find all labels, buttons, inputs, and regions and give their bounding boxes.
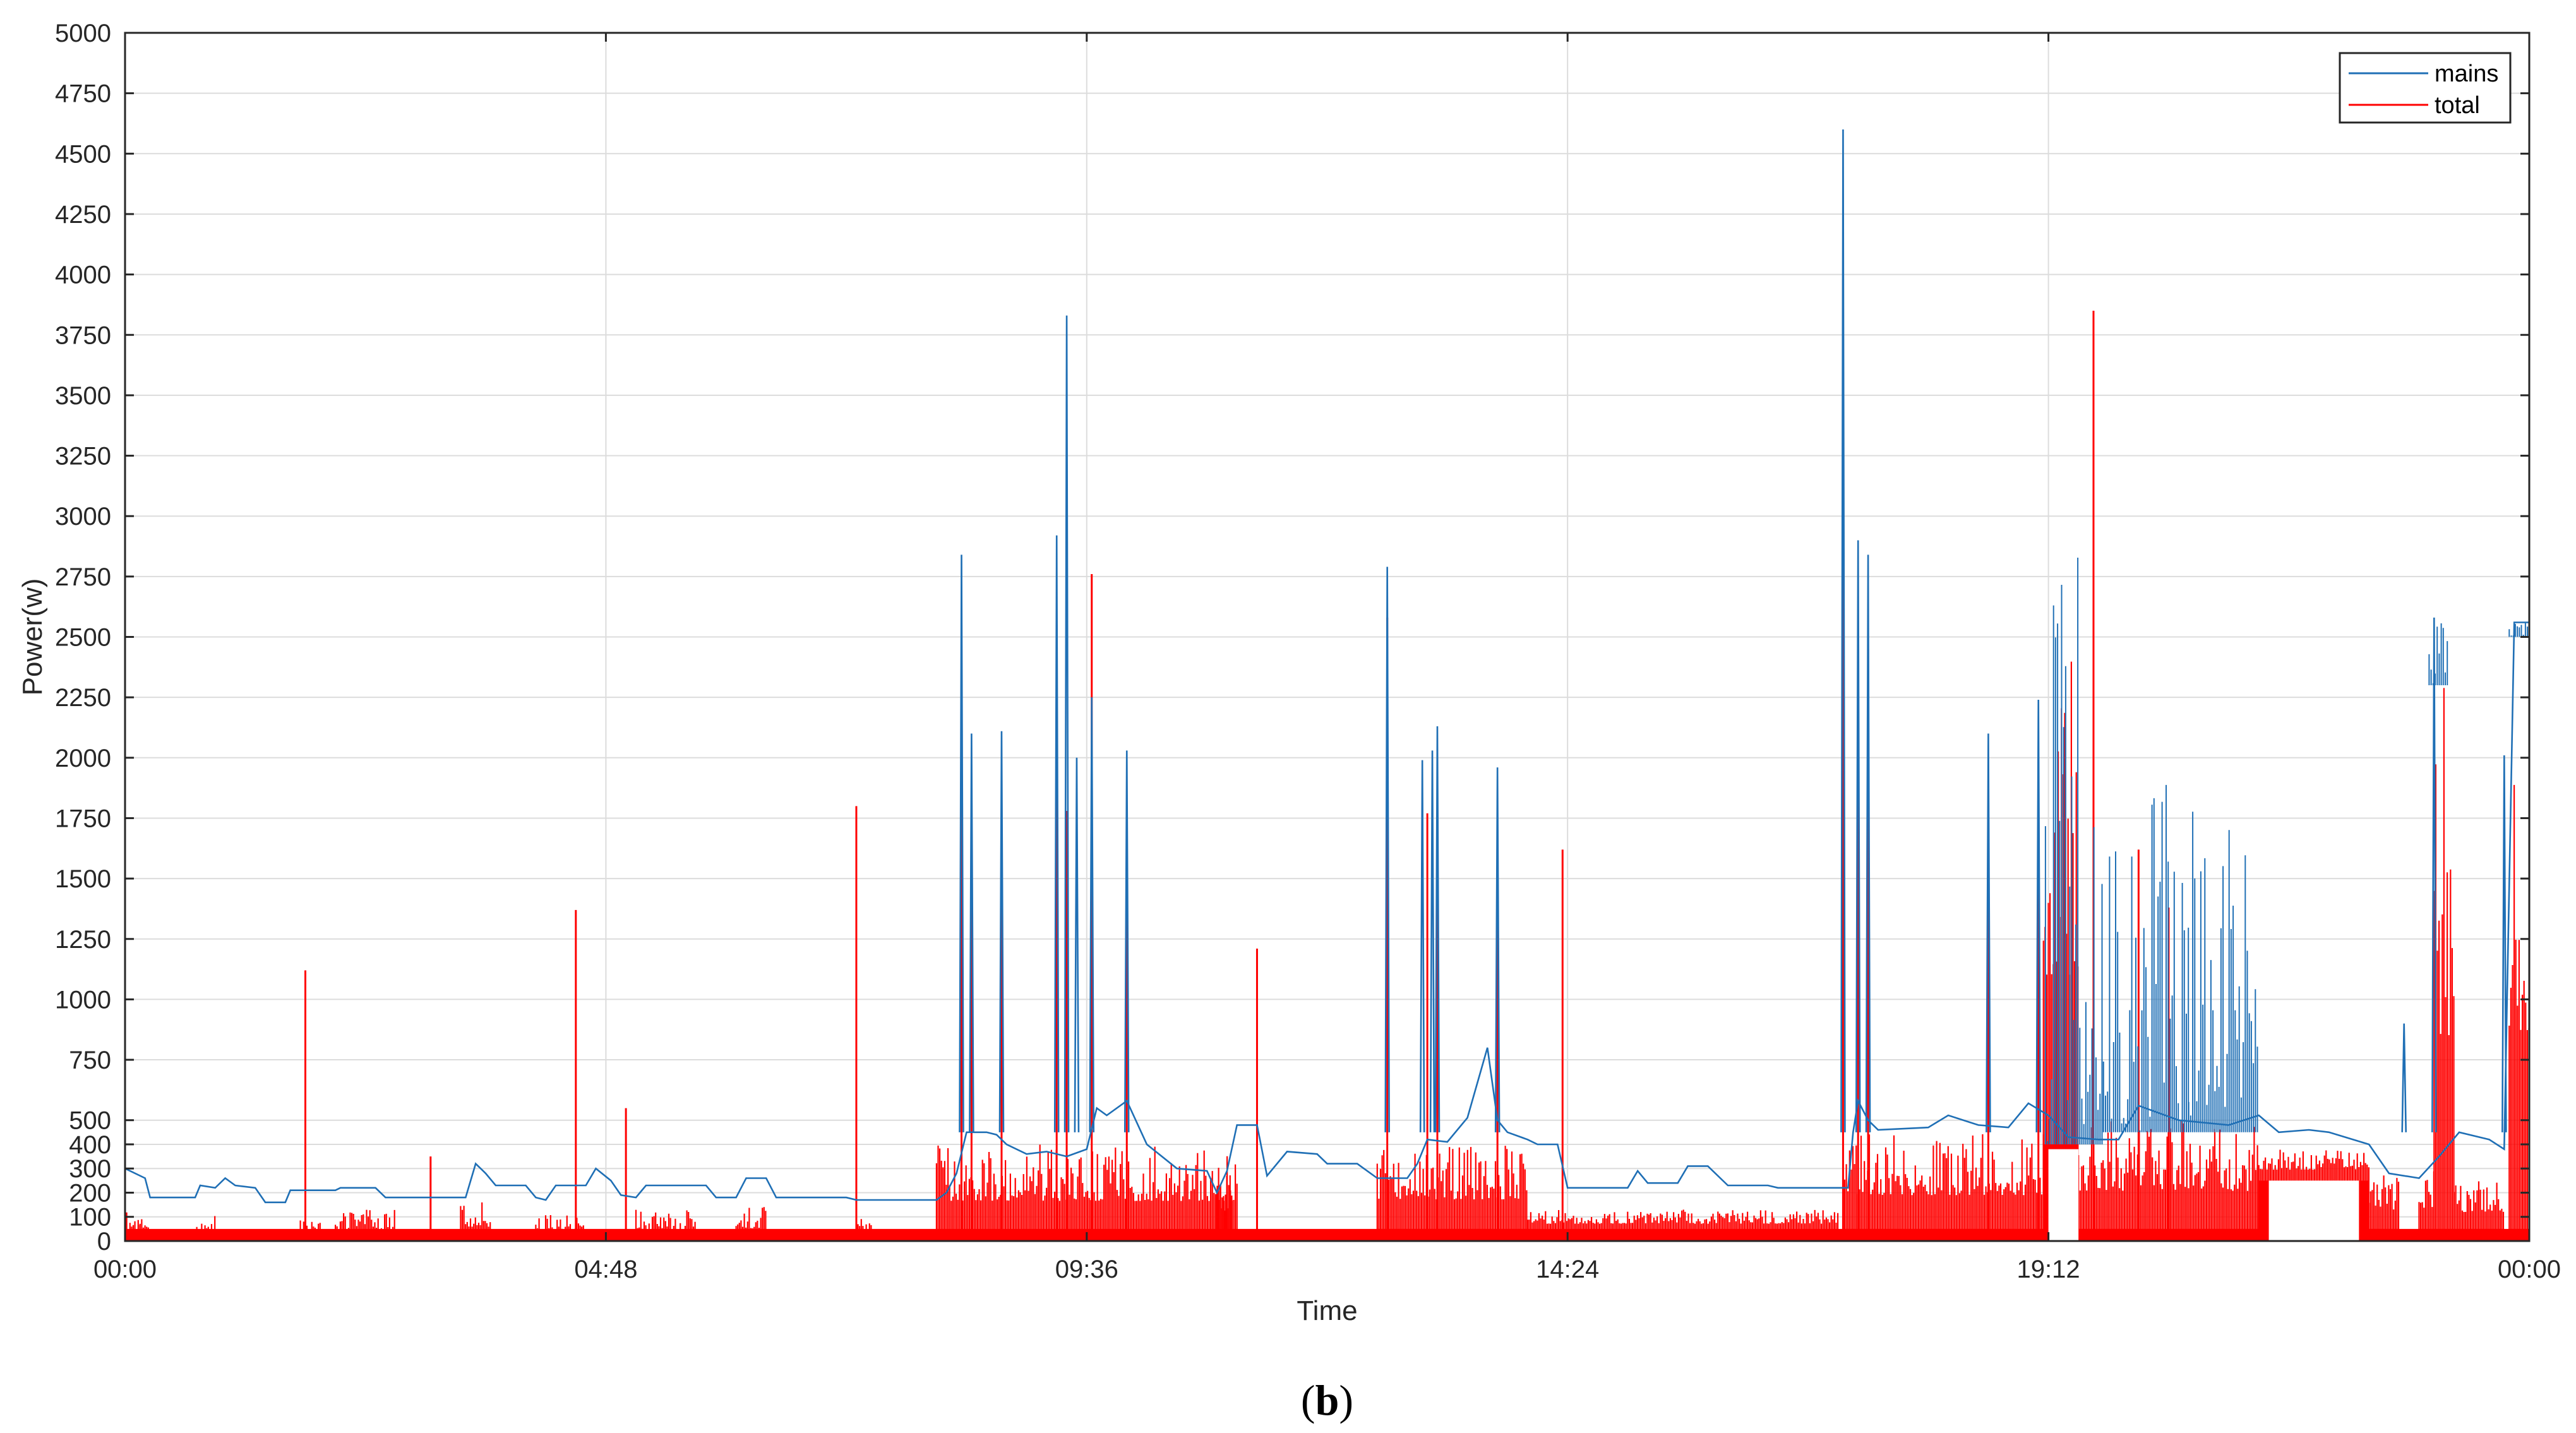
y-tick-label: 400 xyxy=(69,1131,111,1159)
mains-spike xyxy=(1865,555,1871,1132)
y-tick-label: 1250 xyxy=(55,926,111,954)
y-tick-label: 500 xyxy=(69,1107,111,1135)
mains-spike xyxy=(1053,535,1060,1132)
mains-dense xyxy=(2188,812,2258,1132)
mains-spike xyxy=(2431,617,2437,1132)
y-tick-label: 200 xyxy=(69,1179,111,1207)
y-tick-label: 2000 xyxy=(55,745,111,772)
total-noise xyxy=(1216,1168,1233,1241)
caption-close: ) xyxy=(1339,1376,1353,1424)
y-tick-label: 3750 xyxy=(55,321,111,349)
caption-open: ( xyxy=(1301,1376,1315,1424)
y-tick-label: 2250 xyxy=(55,684,111,712)
y-tick-label: 300 xyxy=(69,1155,111,1183)
y-tick-label: 3500 xyxy=(55,382,111,410)
mains-spike xyxy=(1434,726,1441,1132)
y-tick-label: 750 xyxy=(69,1046,111,1074)
grid-lines xyxy=(124,32,2530,1242)
legend-label-mains: mains xyxy=(2435,61,2498,87)
total-noise xyxy=(2453,1181,2505,1241)
mains-dense xyxy=(2044,558,2103,1144)
mains-spike xyxy=(2035,699,2042,1132)
y-axis-label: Power(w) xyxy=(17,579,48,696)
y-tick-label: 0 xyxy=(97,1228,111,1256)
y-tick-label: 2500 xyxy=(55,624,111,652)
mains-spike xyxy=(1429,750,1435,1132)
mains-spike xyxy=(998,731,1005,1132)
mains-spike xyxy=(1986,733,1991,1132)
mains-spike xyxy=(969,733,974,1132)
mains-dense xyxy=(2102,784,2190,1132)
mains-line xyxy=(124,621,2529,1204)
legend-label-total: total xyxy=(2435,92,2480,119)
figure-caption: (b) xyxy=(1301,1376,1353,1424)
x-tick-label: 00:00 xyxy=(2498,1256,2561,1283)
total-noise xyxy=(2368,1175,2400,1241)
total-noise xyxy=(2078,1121,2258,1241)
x-axis-label: Time xyxy=(1297,1295,1357,1326)
total-gap xyxy=(2048,1149,2079,1241)
total-noise xyxy=(635,1209,696,1241)
mains-spike xyxy=(1494,767,1501,1132)
y-tick-label: 5000 xyxy=(55,20,111,47)
y-tick-label: 4750 xyxy=(55,80,111,108)
mains-spike xyxy=(1840,129,1846,1132)
y-tick-label: 1750 xyxy=(55,805,111,832)
mains-dense xyxy=(2508,623,2529,637)
y-tick-label: 1500 xyxy=(55,865,111,893)
mains-spike xyxy=(1074,757,1080,1132)
x-tick-label: 09:36 xyxy=(1055,1256,1118,1283)
x-tick-label: 14:24 xyxy=(1536,1256,1599,1283)
mains-spike xyxy=(1063,315,1070,1132)
y-tick-label: 3250 xyxy=(55,443,111,471)
total-noise xyxy=(2508,784,2530,1241)
series-mains xyxy=(124,129,2529,1204)
caption-letter: b xyxy=(1315,1376,1339,1424)
legend-box xyxy=(2339,52,2512,124)
plot-series xyxy=(124,129,2530,1241)
y-tick-label: 2750 xyxy=(55,563,111,591)
x-tick-label: 04:48 xyxy=(574,1256,637,1283)
total-noise xyxy=(299,1220,321,1241)
mains-spike xyxy=(1384,567,1390,1132)
y-tick-label: 4500 xyxy=(55,140,111,168)
y-tick-label: 100 xyxy=(69,1204,111,1232)
x-tick-label: 00:00 xyxy=(93,1256,157,1283)
x-axis-ticks: 00:00 04:48 09:36 14:24 19:12 00:00 xyxy=(93,33,2561,1283)
mains-spike xyxy=(1123,750,1130,1132)
mains-spike xyxy=(959,555,964,1132)
x-tick-label: 19:12 xyxy=(2017,1256,2080,1283)
y-tick-label: 4000 xyxy=(55,261,111,289)
y-tick-label: 1000 xyxy=(55,986,111,1014)
total-noise xyxy=(460,1202,491,1241)
mains-spike xyxy=(1089,697,1095,1132)
total-noise xyxy=(194,1216,216,1241)
mains-spike xyxy=(2401,1023,2407,1132)
mains-spike xyxy=(1855,540,1861,1132)
y-tick-label: 4250 xyxy=(55,201,111,229)
total-noise xyxy=(139,1219,151,1241)
legend: mains total xyxy=(2339,52,2512,124)
total-gap xyxy=(2268,1180,2359,1241)
y-tick-label: 3000 xyxy=(55,503,111,531)
mains-spike xyxy=(2501,755,2507,1132)
total-noise xyxy=(2418,1171,2435,1241)
total-noise xyxy=(335,1209,395,1241)
total-noise xyxy=(735,1207,767,1241)
mains-spike xyxy=(1419,760,1425,1132)
